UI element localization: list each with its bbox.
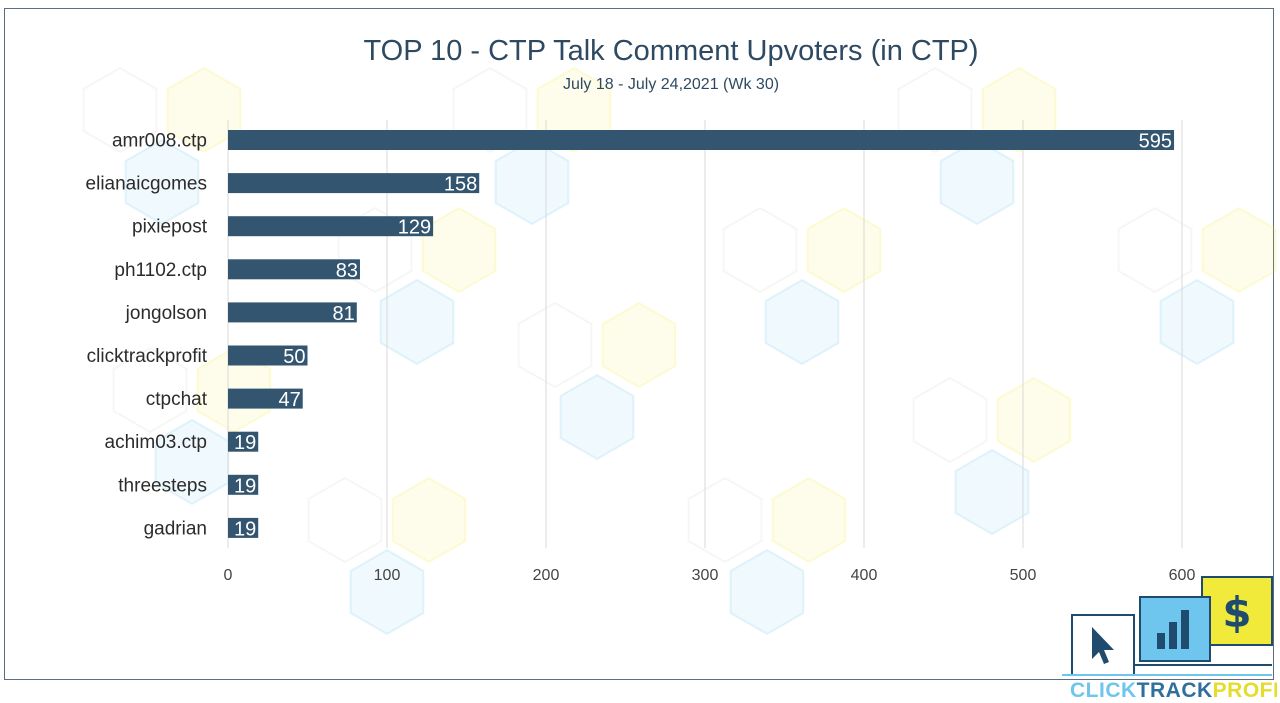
category-label: elianaicgomes <box>86 174 207 195</box>
category-label: gadrian <box>144 518 207 539</box>
x-tick-label: 400 <box>851 567 878 584</box>
bar <box>228 173 480 194</box>
x-tick-label: 200 <box>533 567 560 584</box>
bg-hexagon <box>996 376 1072 464</box>
bg-hexagon <box>124 138 200 226</box>
bar <box>228 130 1175 150</box>
category-labels: amr008.ctp elianaicgomes pixiepost ph1102.c… <box>86 131 208 540</box>
bg-hexagon <box>1201 206 1277 294</box>
bg-hexagon <box>601 301 677 389</box>
bar <box>228 431 259 452</box>
bar <box>228 345 308 366</box>
bg-hexagon <box>421 206 497 294</box>
category-label: achim03.ctp <box>105 432 207 453</box>
bar <box>228 388 303 409</box>
profit-tile <box>1201 576 1273 646</box>
category-label: jongolson <box>125 303 207 324</box>
category-label: clicktrackprofit <box>87 346 208 367</box>
chart-subtitle: July 18 - July 24,2021 (Wk 30) <box>563 76 779 93</box>
logo-profit: PROFIT <box>1213 679 1277 702</box>
data-label: 83 <box>336 260 358 282</box>
logo-click: CLICK <box>1070 679 1137 702</box>
data-label: 19 <box>234 475 256 497</box>
bar-chart-icon <box>1157 610 1189 649</box>
bar <box>228 302 357 323</box>
bg-hexagon <box>806 206 882 294</box>
bar <box>228 216 434 237</box>
x-tick-label: 0 <box>224 567 233 584</box>
data-label: 129 <box>398 217 431 239</box>
category-label: ph1102.ctp <box>114 260 207 281</box>
x-tick-label: 500 <box>1010 567 1037 584</box>
bar <box>228 517 259 538</box>
data-label: 595 <box>1139 131 1172 153</box>
data-label: 19 <box>234 518 256 540</box>
data-label: 47 <box>278 389 300 411</box>
chart-title: TOP 10 - CTP Talk Comment Upvoters (in C… <box>363 35 978 67</box>
category-label: ctpchat <box>146 389 208 410</box>
category-label: pixiepost <box>132 217 208 238</box>
bg-hexagon <box>379 278 455 366</box>
logo-track: TRACK <box>1137 679 1213 702</box>
data-label: 81 <box>333 303 355 325</box>
data-label: 158 <box>444 174 477 196</box>
data-label: 19 <box>234 432 256 454</box>
dollar-icon: $ <box>1222 588 1251 637</box>
category-label: threesteps <box>118 475 207 496</box>
bg-hexagon <box>391 476 467 564</box>
cursor-icon <box>1092 627 1114 664</box>
bg-hexagon <box>1159 278 1235 366</box>
clicktrackprofit-logo: $ CLICKTRACKPROFIT <box>1062 576 1277 702</box>
bg-hexagon <box>764 278 840 366</box>
bar <box>228 259 360 280</box>
bg-hexagon <box>559 373 635 461</box>
data-label: 50 <box>283 346 305 368</box>
category-label: amr008.ctp <box>112 131 207 152</box>
bg-hexagon <box>349 548 425 636</box>
bg-hexagon <box>954 448 1030 536</box>
bg-hexagon <box>771 476 847 564</box>
logo-wordmark: CLICKTRACKPROFIT <box>1070 679 1277 702</box>
x-tick-label: 600 <box>1169 567 1196 584</box>
x-tick-label: 100 <box>374 567 401 584</box>
x-tick-label: 300 <box>692 567 719 584</box>
x-axis-ticks: 0 100 200 300 400 500 600 <box>224 567 1196 584</box>
chart-frame <box>4 8 1274 680</box>
bg-hexagon <box>729 548 805 636</box>
bar <box>228 474 259 495</box>
bars: 595 158 129 83 81 50 47 19 19 19 <box>228 130 1175 540</box>
